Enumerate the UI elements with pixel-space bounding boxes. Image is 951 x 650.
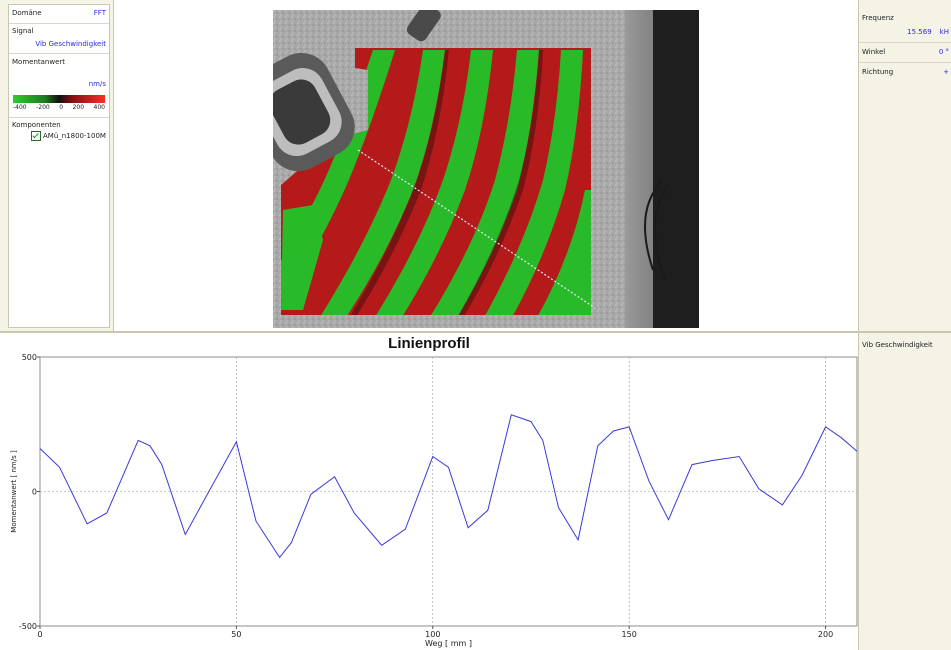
right-info-panel: Frequenz 15.569 kH Winkel 0 ° Richtung +	[858, 0, 951, 331]
properties-box: Domäne FFT Signal Vib Geschwindigkeit Mo…	[8, 4, 110, 328]
legend-panel: Vib Geschwindigkeit	[858, 333, 951, 650]
vibration-image-svg	[273, 10, 699, 328]
direction-row[interactable]: Richtung +	[862, 66, 949, 78]
left-control-panel: Domäne FFT Signal Vib Geschwindigkeit Mo…	[0, 0, 114, 331]
direction-label: Richtung	[862, 68, 893, 76]
separator	[9, 23, 109, 24]
domain-label: Domäne	[12, 9, 42, 17]
domain-value[interactable]: FFT	[94, 9, 106, 17]
momentanwert-row: Momentanwert	[12, 56, 106, 68]
scale-tick: -400	[13, 104, 27, 111]
scale-tick: 200	[73, 104, 84, 111]
vibration-camera-image[interactable]	[273, 10, 699, 328]
color-scale-ticks: -400 -200 0 200 400	[13, 104, 105, 111]
x-tick-label: 200	[818, 630, 833, 639]
scale-tick: -200	[36, 104, 50, 111]
line-profile-chart: Linienprofil 0 50 100 150 200 -500 0 500 Weg [ m…	[0, 333, 858, 650]
separator	[9, 53, 109, 54]
color-scale-bar	[13, 95, 105, 103]
direction-value[interactable]: +	[943, 68, 949, 76]
separator	[859, 62, 951, 63]
component-item-label: AMü_n1800-100M	[43, 132, 106, 140]
y-tick-label: 0	[32, 488, 37, 497]
domain-row[interactable]: Domäne FFT	[12, 7, 106, 19]
frequency-value[interactable]: 15.569	[907, 28, 932, 36]
x-tick-label: 0	[37, 630, 42, 639]
scale-tick: 0	[59, 104, 63, 111]
y-axis-label: Momentanwert [ nm/s ]	[10, 450, 18, 533]
angle-label: Winkel	[862, 48, 885, 56]
frequency-unit: kH	[940, 28, 949, 36]
component-item[interactable]: AMü_n1800-100M	[31, 130, 106, 142]
scale-tick: 400	[94, 104, 105, 111]
frequency-label: Frequenz	[862, 14, 894, 22]
unit-row: nm/s	[12, 78, 106, 90]
momentanwert-label: Momentanwert	[12, 58, 65, 66]
angle-value[interactable]: 0 °	[939, 48, 949, 56]
components-label: Komponenten	[12, 121, 61, 129]
unit-label: nm/s	[89, 80, 106, 88]
y-tick-label: -500	[19, 622, 37, 631]
legend-row: Vib Geschwindigkeit	[862, 339, 949, 351]
signal-label: Signal	[12, 27, 34, 35]
y-tick-label: 500	[22, 353, 37, 362]
x-tick-label: 100	[425, 630, 440, 639]
signal-value[interactable]: Vib Geschwindigkeit	[35, 40, 106, 48]
dark-edge	[653, 10, 699, 328]
separator	[9, 117, 109, 118]
legend-label: Vib Geschwindigkeit	[862, 341, 933, 349]
x-tick-label: 150	[622, 630, 637, 639]
frequency-label-row: Frequenz	[862, 12, 949, 24]
checkbox-checked-icon[interactable]	[31, 131, 41, 141]
frequency-value-row[interactable]: 15.569 kH	[862, 26, 949, 38]
angle-row[interactable]: Winkel 0 °	[862, 46, 949, 58]
x-tick-label: 50	[231, 630, 241, 639]
x-axis-label: Weg [ mm ]	[425, 639, 472, 648]
separator	[859, 42, 951, 43]
signal-value-row[interactable]: Vib Geschwindigkeit	[12, 38, 106, 50]
signal-label-row: Signal	[12, 25, 106, 37]
